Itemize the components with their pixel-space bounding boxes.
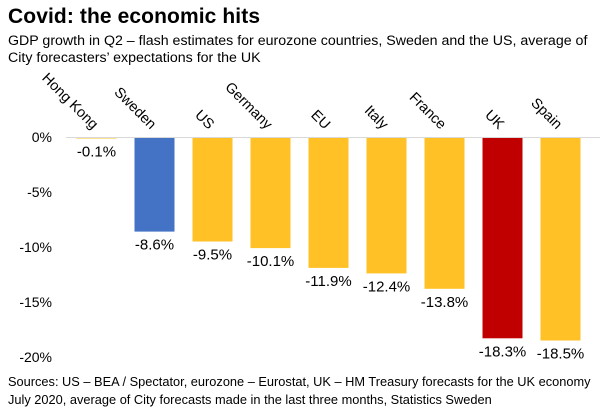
y-tick-label: -10% [19,239,52,255]
category-label: Germany [221,79,275,133]
category-labels: Hong Kong Sweden US Germany EU Italy France UK S… [38,70,565,133]
bar-uk [482,137,523,339]
category-label: Spain [527,95,565,133]
category-label: UK [481,107,507,133]
category-label: France [406,90,449,133]
bar-chart: 0% -5% -10% -15% -20% Hong Kong Sweden US Germa… [19,70,600,365]
y-tick-label: -20% [19,349,52,365]
category-label: Italy [361,103,392,134]
y-tick-label: 0% [32,129,52,145]
bars-group [76,137,581,341]
bar-germany [250,137,291,249]
bar-sweden [134,137,175,232]
data-label: -13.8% [421,294,469,311]
bar-eu [308,137,349,268]
data-label: -8.6% [135,237,174,254]
bar-spain [540,137,581,341]
category-label: Hong Kong [38,70,101,133]
bar-us [192,137,233,242]
y-tick-label: -15% [19,294,52,310]
data-labels: -0.1% -8.6% -9.5% -10.1% -11.9% -12.4% -13.8% -… [77,144,584,363]
category-label: Sweden [111,84,159,132]
y-tick-label: -5% [27,184,52,200]
chart-subtitle: GDP growth in Q2 – flash estimates for e… [8,33,588,66]
data-label: -11.9% [305,273,351,290]
category-label: US [191,107,217,133]
category-label: EU [307,107,333,133]
data-label: -18.5% [537,346,585,363]
bar-france [424,137,465,289]
bar-italy [366,137,407,274]
data-label: -0.1% [77,144,116,161]
y-axis: 0% -5% -10% -15% -20% [19,129,52,365]
data-label: -18.3% [479,343,527,360]
data-label: -12.4% [363,278,411,295]
data-label: -9.5% [193,247,232,264]
data-label: -10.1% [247,253,295,270]
source-note: Sources: US – BEA / Spectator, eurozone … [8,374,591,407]
chart-title: Covid: the economic hits [8,5,261,28]
